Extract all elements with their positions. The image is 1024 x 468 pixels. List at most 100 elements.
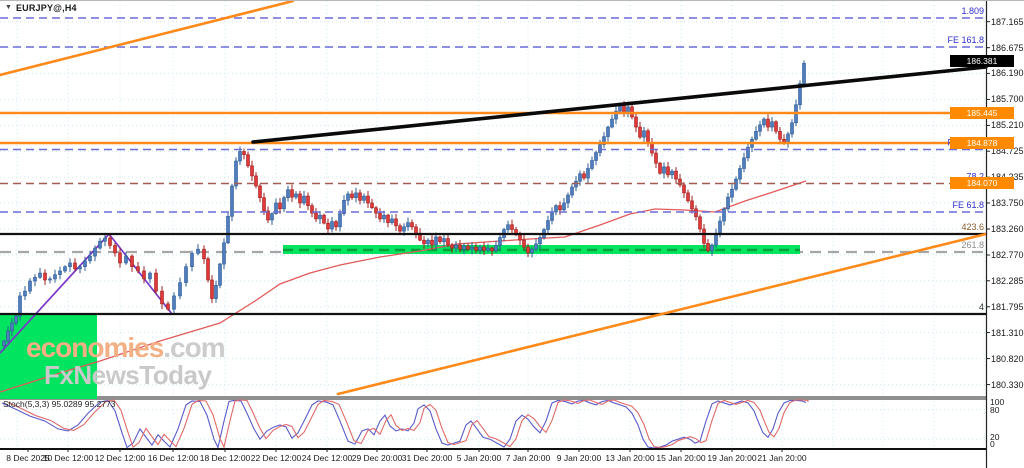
candle-body (534, 243, 538, 250)
candle-body (602, 136, 606, 145)
candle-body (63, 266, 67, 272)
candle-body (422, 239, 426, 245)
candle-body (774, 121, 778, 132)
time-tick-label: 21 Jan 20:00 (757, 453, 807, 463)
candle-body (374, 207, 378, 214)
candle-body (386, 214, 390, 223)
candle-body (678, 178, 682, 186)
collapse-chart-icon[interactable]: ▼ (5, 4, 12, 11)
candle-body (358, 192, 362, 201)
candle-body (450, 244, 454, 249)
candle-body (23, 290, 27, 297)
candle-body (258, 185, 262, 198)
candle-body (218, 263, 222, 286)
level-label: 1.809 (961, 6, 984, 16)
candle-body (634, 116, 638, 128)
candle-body (322, 214, 326, 224)
candle-body (98, 240, 102, 249)
candle-body (702, 228, 706, 244)
stoch-k-line (1, 399, 807, 450)
candle-body (686, 192, 690, 202)
level-label: 78.2 (966, 172, 984, 182)
candle-body (406, 222, 410, 228)
candle-body (694, 208, 698, 218)
time-tick-label: 22 Dec 12:00 (250, 453, 302, 463)
candle-body (53, 274, 57, 280)
candle-body (710, 244, 714, 252)
candle-body (130, 255, 134, 268)
candle-body (10, 322, 14, 332)
candle-body (434, 236, 438, 246)
price-tag: 184.878 (950, 137, 1014, 149)
time-tick-label: 19 Jan 20:00 (707, 453, 757, 463)
candle-body (286, 189, 290, 198)
time-tick-label: 24 Dec 12:00 (301, 453, 353, 463)
candle-body (93, 247, 97, 257)
candle-body (330, 221, 334, 230)
candle-body (594, 152, 598, 161)
candle-body (48, 278, 52, 281)
candle-body (302, 195, 306, 204)
candle-body (442, 238, 446, 243)
candle-body (754, 130, 758, 140)
price-tag: 186.381 (950, 55, 1014, 67)
time-tick-label: 15 Jan 20:00 (656, 453, 706, 463)
time-tick-label: 18 Dec 12:00 (199, 453, 251, 463)
candle-body (570, 186, 574, 196)
candle-body (482, 246, 486, 251)
candle-body (682, 184, 686, 194)
candle-body (108, 237, 112, 246)
candle-body (642, 130, 646, 138)
price-tick-label: 186.190 (991, 68, 1024, 79)
candle-body (510, 224, 514, 230)
candle-body (446, 238, 450, 246)
panel-divider (0, 396, 986, 400)
candle-body (558, 205, 562, 211)
candle-body (326, 222, 330, 230)
support-zone (0, 314, 97, 399)
candle-body (646, 130, 650, 144)
candle-body (658, 162, 662, 174)
candle-body (598, 144, 602, 153)
candle-body (462, 245, 466, 250)
candle-body (246, 154, 250, 167)
candle-body (2, 340, 6, 347)
candle-body (762, 118, 766, 126)
candle-body (206, 258, 210, 281)
stoch-d-line (7, 399, 809, 449)
trendline (251, 65, 988, 144)
price-tick-label: 187.165 (991, 16, 1024, 27)
candle-body (314, 212, 318, 220)
candle-body (770, 121, 774, 128)
candle-body (342, 200, 346, 214)
candle-body (666, 166, 670, 176)
candle-body (458, 244, 462, 250)
candle-body (506, 224, 510, 230)
candle-body (238, 151, 242, 162)
candle-body (14, 315, 18, 324)
candle-body (726, 196, 730, 210)
candle-body (494, 245, 498, 252)
candle-body (136, 266, 140, 272)
candle-body (378, 212, 382, 220)
price-tick-label: 185.700 (991, 94, 1024, 105)
trendline (336, 232, 988, 396)
candle-body (113, 245, 117, 254)
candle-body (530, 248, 534, 254)
candle-body (470, 246, 474, 250)
time-tick-label: 10 Dec 12:00 (42, 453, 94, 463)
stoch-scale-label: 20 (990, 432, 1000, 442)
candle-body (758, 124, 762, 132)
candle-body (698, 216, 702, 230)
candle-body (346, 193, 350, 201)
chart-titlebar: ▼ EURJPY@,H4 (5, 3, 77, 13)
candle-body (266, 210, 270, 221)
candle-body (474, 246, 478, 251)
candle-body (73, 262, 77, 270)
candle-body (310, 205, 314, 214)
candle-body (438, 236, 442, 243)
candle-body (706, 243, 710, 252)
candle-body (478, 246, 482, 251)
candle-body (486, 247, 490, 251)
candle-body (582, 173, 586, 179)
